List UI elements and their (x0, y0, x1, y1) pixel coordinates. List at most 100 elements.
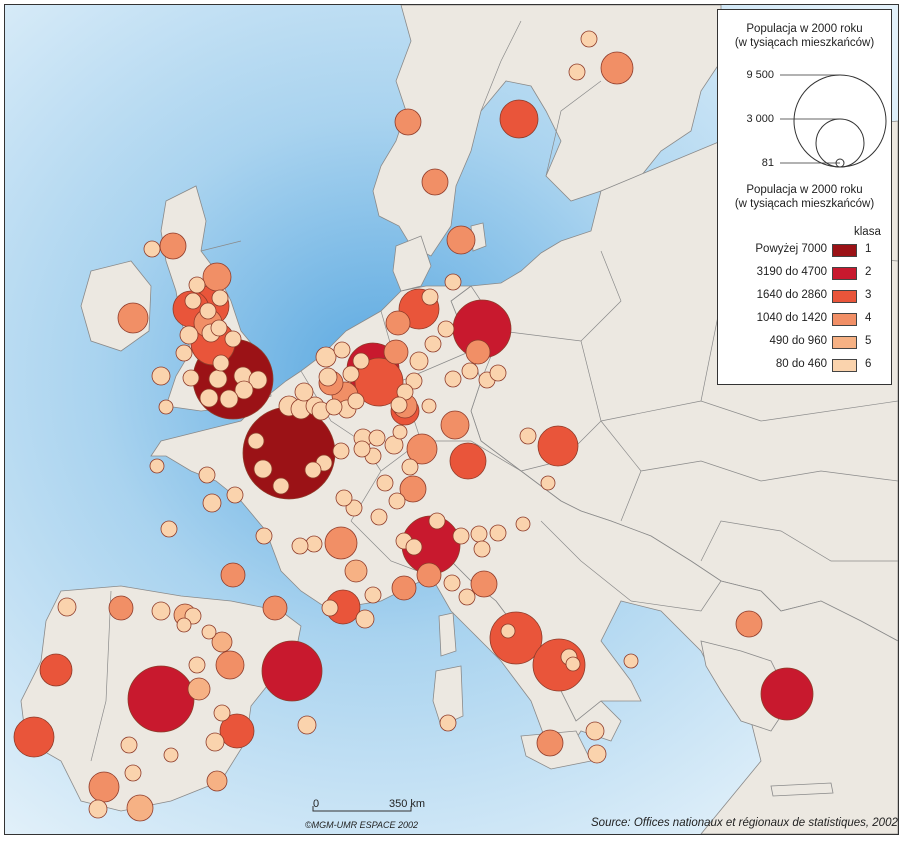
city-symbol (580, 30, 598, 48)
class-row: Powyżej 7000 1 (718, 243, 891, 259)
city-symbol (297, 715, 317, 735)
city-symbol (565, 656, 581, 672)
size-label-3000: 3 000 (746, 113, 774, 125)
city-symbol (108, 595, 134, 621)
city-symbol (163, 747, 179, 763)
scale-end: 350 km (389, 798, 426, 810)
city-symbol (394, 108, 422, 136)
city-symbol (179, 325, 199, 345)
city-symbol (215, 650, 245, 680)
class-swatch (832, 290, 857, 303)
class-number: 3 (865, 289, 872, 301)
city-symbol (390, 396, 408, 414)
city-symbol (444, 273, 462, 291)
class-swatch (832, 336, 857, 349)
class-swatch (832, 359, 857, 372)
city-symbol (370, 508, 388, 526)
class-swatch (832, 313, 857, 326)
class-range: 1640 do 2860 (756, 289, 827, 301)
city-symbol (465, 339, 491, 365)
city-symbol (294, 382, 314, 402)
city-symbol (458, 588, 476, 606)
city-symbol (470, 570, 498, 598)
class-swatch (832, 267, 857, 280)
city-symbol (383, 339, 409, 365)
city-symbol (406, 433, 438, 465)
city-symbol (333, 341, 351, 359)
city-symbol (401, 458, 419, 476)
city-symbol (213, 704, 231, 722)
city-symbol (515, 516, 531, 532)
city-symbol (226, 486, 244, 504)
city-symbol (205, 732, 225, 752)
city-symbol (253, 459, 273, 479)
city-symbol (210, 319, 228, 337)
denmark (392, 235, 432, 292)
city-symbol (345, 499, 363, 517)
city-symbol (212, 354, 230, 372)
city-symbol (354, 357, 404, 407)
class-range: 490 do 960 (769, 335, 827, 347)
city-symbol (452, 527, 470, 545)
city-symbol (175, 344, 193, 362)
city-symbol (234, 380, 254, 400)
class-number: 4 (865, 312, 872, 324)
city-symbol (219, 713, 255, 749)
city-symbol (126, 794, 154, 822)
city-symbol (202, 262, 232, 292)
city-symbol (261, 640, 323, 702)
city-symbol (536, 729, 564, 757)
city-symbol (291, 537, 309, 555)
city-symbol (421, 288, 439, 306)
city-symbol (449, 442, 487, 480)
city-symbol (437, 320, 455, 338)
city-symbol (184, 292, 202, 310)
city-symbol (405, 538, 423, 556)
city-symbol (537, 425, 579, 467)
city-symbol (568, 63, 586, 81)
city-symbol (332, 442, 350, 460)
city-symbol (446, 225, 476, 255)
class-number: 6 (865, 358, 872, 370)
city-symbol (158, 399, 174, 415)
city-symbol (211, 289, 229, 307)
city-symbol (424, 335, 442, 353)
city-symbol (416, 562, 442, 588)
city-symbol (188, 276, 206, 294)
city-symbol (318, 367, 338, 387)
city-symbol (385, 310, 411, 336)
city-symbol (376, 474, 394, 492)
city-symbol (473, 540, 491, 558)
copyright: ©MGM-UMR ESPACE 2002 (305, 820, 418, 830)
city-symbol (272, 477, 290, 495)
city-symbol (117, 302, 149, 334)
city-symbol (199, 302, 217, 320)
city-symbol (428, 512, 446, 530)
city-symbol (519, 427, 537, 445)
legend: Populacja w 2000 roku (w tysiącach miesz… (717, 9, 892, 385)
city-symbol (440, 410, 470, 440)
class-header: klasa (854, 226, 881, 238)
source-note: Source: Offices nationaux et régionaux d… (591, 817, 898, 829)
city-symbol (444, 370, 462, 388)
city-symbol (470, 525, 488, 543)
class-row: 3190 do 4700 2 (718, 266, 891, 282)
city-symbol (57, 597, 77, 617)
crete (770, 782, 834, 797)
size-legend-circles (780, 74, 887, 168)
city-symbol (201, 624, 217, 640)
scale-bar (312, 806, 412, 812)
city-symbol (247, 432, 265, 450)
class-range: Powyżej 7000 (755, 243, 827, 255)
city-symbol (188, 656, 206, 674)
city-symbol (305, 535, 323, 553)
city-symbol (120, 736, 138, 754)
city-symbol (151, 366, 171, 386)
city-symbol (399, 475, 427, 503)
size-legend-title-2: (w tysiącach mieszkańców) (734, 37, 875, 49)
class-number: 1 (865, 243, 872, 255)
city-symbol (124, 764, 142, 782)
city-symbol (220, 562, 246, 588)
city-symbol (461, 362, 479, 380)
city-symbol (623, 653, 639, 669)
